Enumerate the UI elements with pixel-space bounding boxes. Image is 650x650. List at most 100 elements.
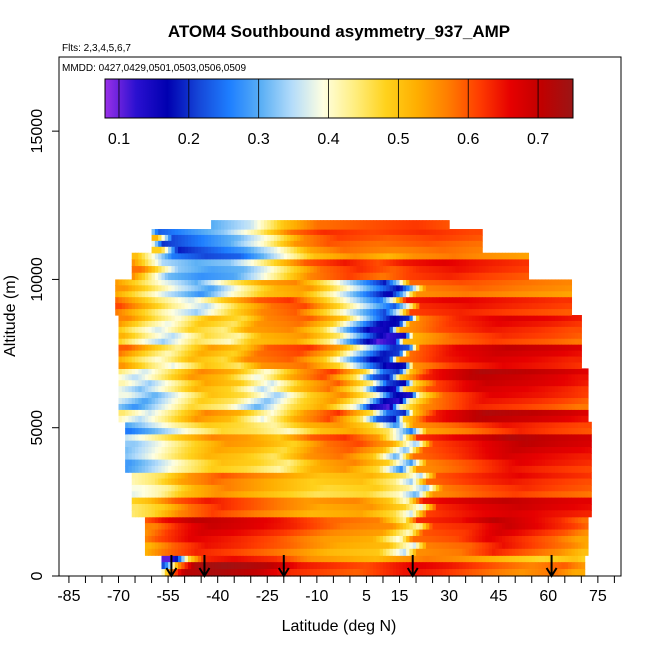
heatmap-cell — [187, 459, 192, 467]
heatmap-cell — [316, 315, 321, 322]
heatmap-cell — [260, 523, 265, 531]
heatmap-cell — [283, 446, 288, 454]
heatmap-cell — [158, 320, 163, 328]
heatmap-cell — [227, 386, 232, 393]
heatmap-cell — [356, 434, 361, 442]
heatmap-cell — [287, 548, 292, 556]
heatmap-cell — [495, 392, 500, 399]
heatmap-cell — [138, 409, 143, 417]
heatmap-cell — [501, 386, 506, 393]
heatmap-cell — [164, 368, 169, 375]
heatmap-cell — [244, 548, 249, 556]
heatmap-cell — [353, 428, 358, 435]
heatmap-cell — [465, 453, 470, 461]
heatmap-cell — [263, 535, 268, 543]
heatmap-cell — [267, 421, 272, 429]
heatmap-cell — [283, 510, 288, 518]
heatmap-cell — [402, 398, 407, 405]
heatmap-cell — [379, 315, 384, 322]
heatmap-cell — [402, 523, 407, 531]
heatmap-cell — [184, 392, 189, 399]
heatmap-cell — [197, 374, 202, 381]
heatmap-cell — [141, 465, 146, 473]
heatmap-cell — [363, 529, 368, 537]
heatmap-cell — [492, 497, 496, 505]
heatmap-cell — [498, 548, 503, 556]
heatmap-cell — [392, 453, 397, 461]
heatmap-cell — [158, 428, 163, 435]
heatmap-cell — [273, 320, 278, 328]
heatmap-cell — [217, 403, 222, 411]
heatmap-cell — [154, 478, 159, 486]
heatmap-cell — [518, 548, 523, 556]
heatmap-cell — [326, 409, 331, 417]
heatmap-cell — [551, 503, 556, 511]
heatmap-cell — [548, 415, 553, 423]
heatmap-cell — [432, 529, 437, 537]
heatmap-cell — [217, 548, 222, 556]
heatmap-cell — [234, 542, 239, 550]
heatmap-cell — [306, 497, 311, 505]
heatmap-cell — [250, 368, 255, 375]
heatmap-cell — [429, 320, 434, 328]
heatmap-cell — [244, 386, 249, 393]
heatmap-cell — [406, 380, 411, 387]
heatmap-cell — [425, 484, 430, 492]
heatmap-cell — [353, 478, 358, 486]
heatmap-cell — [554, 428, 559, 435]
heatmap-cell — [349, 440, 354, 448]
heatmap-cell — [412, 368, 417, 375]
heatmap-cell — [313, 374, 318, 381]
heatmap-cell — [525, 434, 530, 442]
heatmap-cell — [320, 472, 325, 480]
heatmap-cell — [396, 374, 401, 381]
heatmap-cell — [475, 569, 480, 577]
heatmap-cell — [330, 398, 334, 405]
heatmap-cell — [178, 440, 182, 448]
heatmap-cell — [316, 368, 321, 375]
heatmap-cell — [349, 320, 354, 328]
heatmap-cell — [485, 542, 490, 550]
heatmap-cell — [465, 374, 470, 381]
heatmap-cell — [416, 523, 420, 531]
heatmap-cell — [330, 484, 334, 492]
heatmap-cell — [138, 446, 143, 454]
heatmap-cell — [425, 315, 430, 322]
heatmap-cell — [376, 403, 381, 411]
heatmap-cell — [515, 446, 520, 454]
heatmap-cell — [376, 478, 381, 486]
heatmap-cell — [303, 315, 308, 322]
heatmap-cell — [501, 315, 506, 322]
heatmap-cell — [280, 315, 285, 322]
heatmap-cell — [399, 555, 404, 563]
heatmap-cell — [455, 368, 460, 375]
heatmap-cell — [280, 428, 285, 435]
heatmap-cell — [406, 386, 411, 393]
heatmap-cell — [363, 409, 368, 417]
heatmap-cell — [478, 535, 483, 543]
heatmap-cell — [204, 510, 209, 518]
heatmap-cell — [257, 392, 262, 399]
heatmap-cell — [498, 368, 503, 375]
heatmap-cell — [452, 510, 457, 518]
heatmap-cell — [349, 548, 354, 556]
heatmap-cell — [343, 386, 348, 393]
heatmap-cell — [227, 542, 232, 550]
heatmap-cell — [568, 434, 573, 442]
heatmap-cell — [568, 535, 573, 543]
heatmap-cell — [501, 503, 506, 511]
heatmap-cell — [422, 392, 427, 399]
heatmap-cell — [254, 386, 258, 393]
heatmap-cell — [425, 386, 430, 393]
heatmap-cell — [452, 491, 457, 499]
heatmap-cell — [535, 421, 539, 429]
heatmap-cell — [297, 315, 301, 322]
heatmap-cell — [482, 368, 487, 375]
heatmap-cell — [578, 392, 582, 399]
heatmap-cell — [521, 380, 526, 387]
heatmap-cell — [263, 459, 268, 467]
heatmap-cell — [297, 548, 301, 556]
heatmap-cell — [171, 472, 176, 480]
heatmap-cell — [544, 535, 549, 543]
heatmap-cell — [125, 434, 130, 442]
